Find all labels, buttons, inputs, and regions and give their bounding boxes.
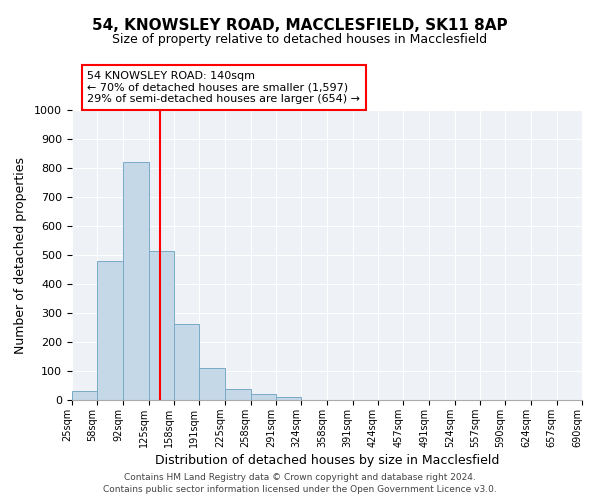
Bar [199, 368, 226, 400]
Bar [72, 392, 97, 400]
Y-axis label: Number of detached properties: Number of detached properties [14, 156, 28, 354]
Bar [226, 389, 251, 400]
Bar [97, 261, 124, 400]
Text: 54, KNOWSLEY ROAD, MACCLESFIELD, SK11 8AP: 54, KNOWSLEY ROAD, MACCLESFIELD, SK11 8A… [92, 18, 508, 32]
X-axis label: Distribution of detached houses by size in Macclesfield: Distribution of detached houses by size … [155, 454, 499, 467]
Bar [174, 324, 199, 400]
Bar [124, 162, 149, 400]
Bar [276, 397, 301, 400]
Text: 54 KNOWSLEY ROAD: 140sqm
← 70% of detached houses are smaller (1,597)
29% of sem: 54 KNOWSLEY ROAD: 140sqm ← 70% of detach… [88, 71, 360, 104]
Bar [149, 250, 174, 400]
Text: Contains public sector information licensed under the Open Government Licence v3: Contains public sector information licen… [103, 485, 497, 494]
Text: Size of property relative to detached houses in Macclesfield: Size of property relative to detached ho… [112, 32, 488, 46]
Text: Contains HM Land Registry data © Crown copyright and database right 2024.: Contains HM Land Registry data © Crown c… [124, 472, 476, 482]
Bar [251, 394, 276, 400]
